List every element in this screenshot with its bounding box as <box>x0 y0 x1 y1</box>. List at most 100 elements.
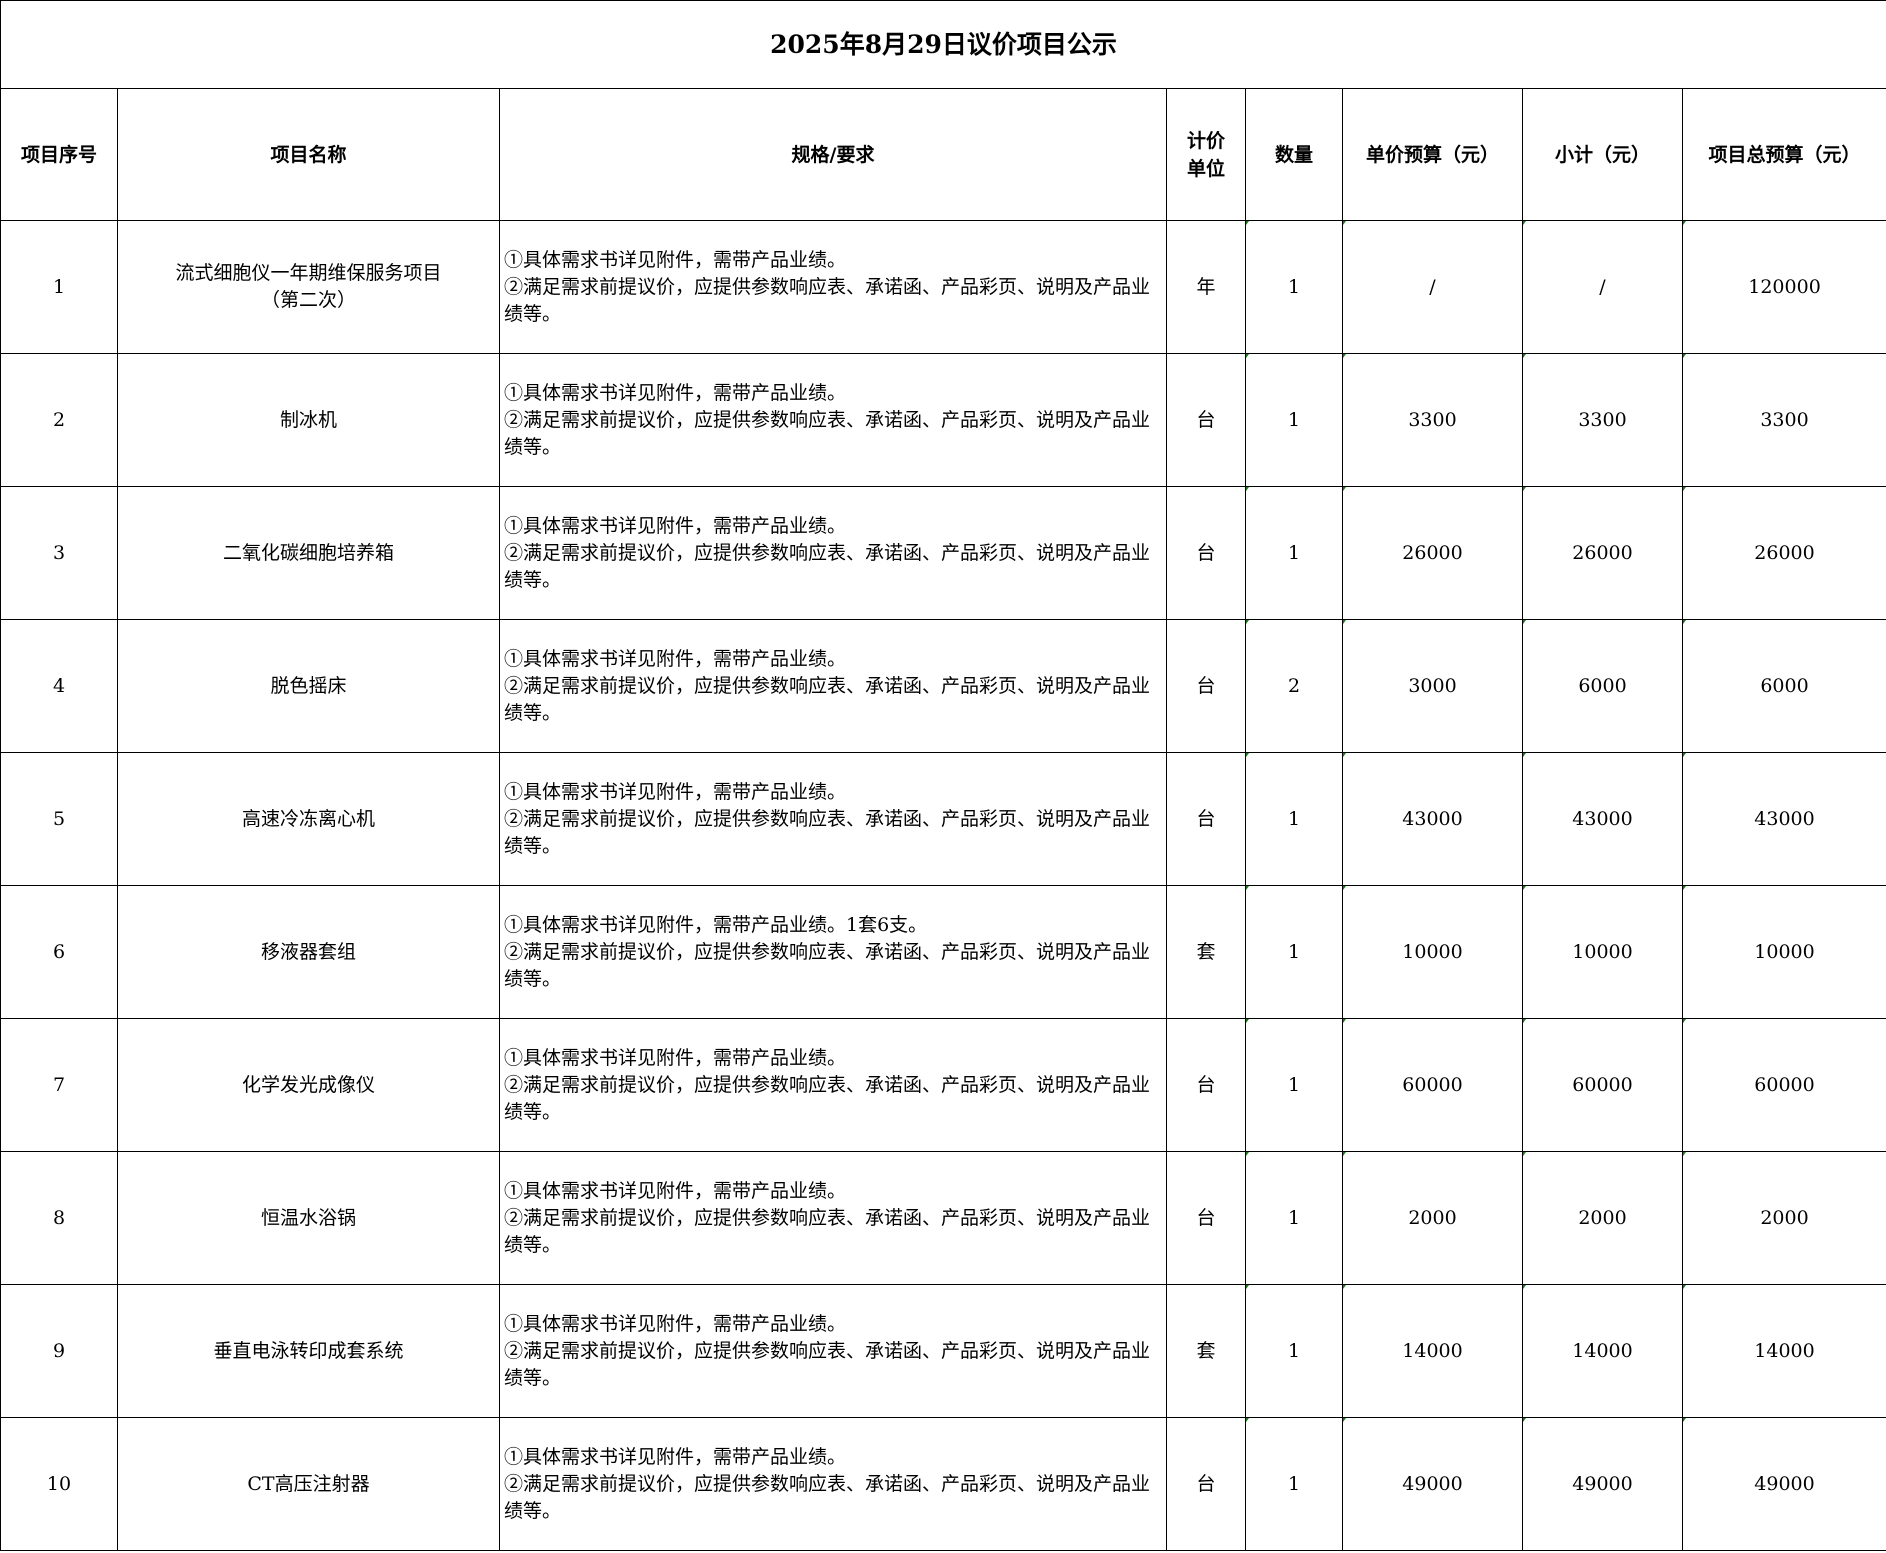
cell-price: 3000 <box>1342 619 1523 753</box>
cell-no: 9 <box>0 1284 118 1418</box>
cell-no: 2 <box>0 353 118 487</box>
cell-no: 10 <box>0 1417 118 1551</box>
cell-name: 流式细胞仪一年期维保服务项目（第二次） <box>117 220 500 354</box>
header-qty: 数量 <box>1245 88 1343 221</box>
table-row: 7 化学发光成像仪 ①具体需求书详见附件，需带产品业绩。 ②满足需求前提议价，应提供参… <box>0 1018 1886 1152</box>
header-total: 项目总预算（元） <box>1681 88 1886 221</box>
spec-line: ②满足需求前提议价，应提供参数响应表、承诺函、产品彩页、说明及产品业绩等。 <box>504 1073 1151 1123</box>
cell-name: 二氧化碳细胞培养箱 <box>117 486 500 620</box>
cell-qty: 1 <box>1245 752 1343 886</box>
spec-line: ①具体需求书详见附件，需带产品业绩。 <box>504 1179 847 1202</box>
spec-line: ②满足需求前提议价，应提供参数响应表、承诺函、产品彩页、说明及产品业绩等。 <box>504 275 1151 325</box>
cell-name: 化学发光成像仪 <box>117 1018 500 1152</box>
spec-line: ②满足需求前提议价，应提供参数响应表、承诺函、产品彩页、说明及产品业绩等。 <box>504 940 1151 990</box>
cell-unit: 套 <box>1166 885 1246 1019</box>
header-price: 单价预算（元） <box>1342 88 1523 221</box>
cell-qty: 1 <box>1245 353 1343 487</box>
header-unit: 计价单位 <box>1166 88 1246 221</box>
spec-line: ②满足需求前提议价，应提供参数响应表、承诺函、产品彩页、说明及产品业绩等。 <box>504 1472 1151 1522</box>
spec-line: ①具体需求书详见附件，需带产品业绩。1套6支。 <box>504 913 928 936</box>
cell-price: 10000 <box>1342 885 1523 1019</box>
cell-name: 脱色摇床 <box>117 619 500 753</box>
cell-name: 恒温水浴锅 <box>117 1151 500 1285</box>
cell-no: 7 <box>0 1018 118 1152</box>
cell-qty: 1 <box>1245 1018 1343 1152</box>
cell-subtotal: / <box>1522 220 1683 354</box>
cell-spec: ①具体需求书详见附件，需带产品业绩。 ②满足需求前提议价，应提供参数响应表、承诺函… <box>499 1018 1167 1152</box>
cell-total: 10000 <box>1681 885 1886 1019</box>
cell-spec: ①具体需求书详见附件，需带产品业绩。 ②满足需求前提议价，应提供参数响应表、承诺函… <box>499 486 1167 620</box>
cell-name: 高速冷冻离心机 <box>117 752 500 886</box>
cell-total: 14000 <box>1681 1284 1886 1418</box>
cell-no: 4 <box>0 619 118 753</box>
cell-spec: ①具体需求书详见附件，需带产品业绩。 ②满足需求前提议价，应提供参数响应表、承诺函… <box>499 752 1167 886</box>
cell-no: 5 <box>0 752 118 886</box>
cell-spec: ①具体需求书详见附件，需带产品业绩。 ②满足需求前提议价，应提供参数响应表、承诺函… <box>499 619 1167 753</box>
spec-line: ①具体需求书详见附件，需带产品业绩。 <box>504 647 847 670</box>
cell-spec: ①具体需求书详见附件，需带产品业绩。 ②满足需求前提议价，应提供参数响应表、承诺函… <box>499 220 1167 354</box>
cell-price: 26000 <box>1342 486 1523 620</box>
cell-qty: 1 <box>1245 220 1343 354</box>
cell-no: 6 <box>0 885 118 1019</box>
spec-line: ②满足需求前提议价，应提供参数响应表、承诺函、产品彩页、说明及产品业绩等。 <box>504 807 1151 857</box>
spec-line: ①具体需求书详见附件，需带产品业绩。 <box>504 1312 847 1335</box>
cell-subtotal: 49000 <box>1522 1417 1683 1551</box>
spec-line: ①具体需求书详见附件，需带产品业绩。 <box>504 780 847 803</box>
spec-line: ①具体需求书详见附件，需带产品业绩。 <box>504 514 847 537</box>
cell-total: 26000 <box>1681 486 1886 620</box>
cell-unit: 台 <box>1166 1018 1246 1152</box>
table-row: 5 高速冷冻离心机 ①具体需求书详见附件，需带产品业绩。 ②满足需求前提议价，应提供参… <box>0 752 1886 886</box>
cell-subtotal: 26000 <box>1522 486 1683 620</box>
cell-total: 60000 <box>1681 1018 1886 1152</box>
cell-no: 8 <box>0 1151 118 1285</box>
cell-unit: 台 <box>1166 619 1246 753</box>
cell-subtotal: 6000 <box>1522 619 1683 753</box>
cell-price: 2000 <box>1342 1151 1523 1285</box>
cell-unit: 年 <box>1166 220 1246 354</box>
cell-total: 49000 <box>1681 1417 1886 1551</box>
cell-total: 120000 <box>1681 220 1886 354</box>
cell-name: 制冰机 <box>117 353 500 487</box>
spec-line: ②满足需求前提议价，应提供参数响应表、承诺函、产品彩页、说明及产品业绩等。 <box>504 541 1151 591</box>
cell-price: 49000 <box>1342 1417 1523 1551</box>
spec-line: ②满足需求前提议价，应提供参数响应表、承诺函、产品彩页、说明及产品业绩等。 <box>504 1339 1151 1389</box>
header-name: 项目名称 <box>117 88 500 221</box>
cell-unit: 台 <box>1166 752 1246 886</box>
cell-qty: 1 <box>1245 1417 1343 1551</box>
cell-spec: ①具体需求书详见附件，需带产品业绩。 ②满足需求前提议价，应提供参数响应表、承诺函… <box>499 1151 1167 1285</box>
cell-spec: ①具体需求书详见附件，需带产品业绩。 ②满足需求前提议价，应提供参数响应表、承诺函… <box>499 1284 1167 1418</box>
table-row: 9 垂直电泳转印成套系统 ①具体需求书详见附件，需带产品业绩。 ②满足需求前提议价，应… <box>0 1284 1886 1418</box>
spec-line: ①具体需求书详见附件，需带产品业绩。 <box>504 1445 847 1468</box>
cell-unit: 台 <box>1166 1417 1246 1551</box>
spec-line: ①具体需求书详见附件，需带产品业绩。 <box>504 381 847 404</box>
cell-subtotal: 10000 <box>1522 885 1683 1019</box>
table-title: 2025年8月29日议价项目公示 <box>0 0 1886 89</box>
cell-unit: 套 <box>1166 1284 1246 1418</box>
spec-line: ①具体需求书详见附件，需带产品业绩。 <box>504 1046 847 1069</box>
cell-subtotal: 3300 <box>1522 353 1683 487</box>
spec-line: ②满足需求前提议价，应提供参数响应表、承诺函、产品彩页、说明及产品业绩等。 <box>504 674 1151 724</box>
cell-spec: ①具体需求书详见附件，需带产品业绩。 ②满足需求前提议价，应提供参数响应表、承诺函… <box>499 353 1167 487</box>
cell-name: 移液器套组 <box>117 885 500 1019</box>
cell-unit: 台 <box>1166 486 1246 620</box>
cell-qty: 1 <box>1245 885 1343 1019</box>
table-row: 4 脱色摇床 ①具体需求书详见附件，需带产品业绩。 ②满足需求前提议价，应提供参数响应… <box>0 619 1886 753</box>
header-spec: 规格/要求 <box>499 88 1167 221</box>
cell-price: 14000 <box>1342 1284 1523 1418</box>
cell-price: / <box>1342 220 1523 354</box>
cell-no: 3 <box>0 486 118 620</box>
cell-unit: 台 <box>1166 353 1246 487</box>
table-row: 3 二氧化碳细胞培养箱 ①具体需求书详见附件，需带产品业绩。 ②满足需求前提议价，应提… <box>0 486 1886 620</box>
cell-no: 1 <box>0 220 118 354</box>
header-row: 项目序号 项目名称 规格/要求 计价单位 数量 单价预算（元） 小计（元） 项目… <box>0 88 1886 221</box>
table-row: 1 流式细胞仪一年期维保服务项目（第二次） ①具体需求书详见附件，需带产品业绩。 ②满… <box>0 220 1886 354</box>
header-no: 项目序号 <box>0 88 118 221</box>
cell-name: 垂直电泳转印成套系统 <box>117 1284 500 1418</box>
cell-subtotal: 2000 <box>1522 1151 1683 1285</box>
cell-qty: 2 <box>1245 619 1343 753</box>
spec-line: ①具体需求书详见附件，需带产品业绩。 <box>504 248 847 271</box>
cell-spec: ①具体需求书详见附件，需带产品业绩。1套6支。 ②满足需求前提议价，应提供参数响应… <box>499 885 1167 1019</box>
spec-line: ②满足需求前提议价，应提供参数响应表、承诺函、产品彩页、说明及产品业绩等。 <box>504 408 1151 458</box>
header-subtotal: 小计（元） <box>1522 88 1683 221</box>
